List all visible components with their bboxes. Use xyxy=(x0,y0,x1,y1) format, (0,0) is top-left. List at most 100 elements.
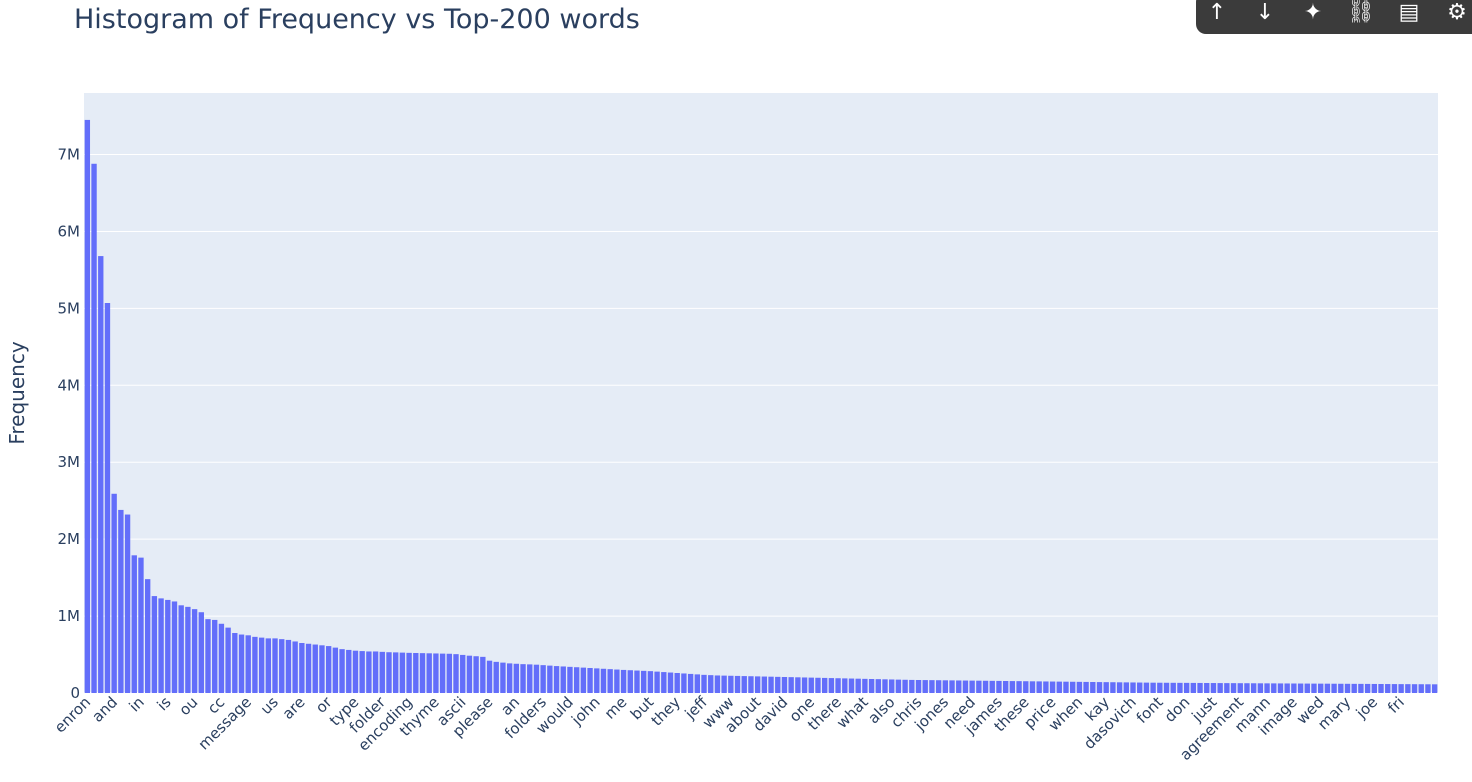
bar[interactable] xyxy=(882,679,888,693)
bar[interactable] xyxy=(1297,683,1304,693)
bar[interactable] xyxy=(868,679,875,693)
bar[interactable] xyxy=(808,677,814,693)
bar[interactable] xyxy=(138,557,144,693)
bar[interactable] xyxy=(433,653,439,693)
bar[interactable] xyxy=(493,661,499,693)
bar[interactable] xyxy=(527,664,533,693)
bar[interactable] xyxy=(1210,683,1217,693)
bar[interactable] xyxy=(84,119,91,694)
gear-icon[interactable]: ⚙ xyxy=(1447,0,1467,25)
bar[interactable] xyxy=(533,664,540,693)
bar[interactable] xyxy=(1391,684,1398,693)
bar[interactable] xyxy=(701,674,707,693)
bar[interactable] xyxy=(1076,681,1083,693)
bar[interactable] xyxy=(1271,683,1277,693)
bar[interactable] xyxy=(1318,683,1324,693)
bar[interactable] xyxy=(332,647,339,693)
bar[interactable] xyxy=(118,509,124,693)
bar[interactable] xyxy=(1385,684,1391,693)
bar[interactable] xyxy=(1130,682,1136,693)
bar[interactable] xyxy=(654,671,660,693)
bar[interactable] xyxy=(1177,682,1183,693)
bar[interactable] xyxy=(788,677,794,693)
bar[interactable] xyxy=(935,680,942,693)
bar[interactable] xyxy=(232,633,238,693)
bar[interactable] xyxy=(1364,683,1371,693)
bar[interactable] xyxy=(185,606,191,693)
bar[interactable] xyxy=(734,675,741,693)
bar[interactable] xyxy=(1425,684,1431,693)
bar[interactable] xyxy=(1190,682,1197,693)
bar[interactable] xyxy=(1331,683,1337,693)
bar[interactable] xyxy=(145,579,151,693)
bar[interactable] xyxy=(312,644,318,693)
bar[interactable] xyxy=(1351,683,1357,693)
bar[interactable] xyxy=(996,680,1002,693)
bar[interactable] xyxy=(922,680,928,693)
bar[interactable] xyxy=(386,652,392,693)
bar[interactable] xyxy=(1009,681,1016,693)
bar[interactable] xyxy=(171,601,178,693)
bar[interactable] xyxy=(104,303,111,693)
bar[interactable] xyxy=(842,678,848,693)
bar[interactable] xyxy=(915,680,922,693)
bar[interactable] xyxy=(614,669,620,693)
bar[interactable] xyxy=(1431,684,1438,693)
bar[interactable] xyxy=(325,646,332,693)
bar[interactable] xyxy=(607,669,613,693)
bar[interactable] xyxy=(1244,683,1250,693)
bar[interactable] xyxy=(641,670,647,693)
bar[interactable] xyxy=(506,663,513,693)
bar[interactable] xyxy=(1418,684,1424,693)
bar[interactable] xyxy=(393,652,399,693)
bar[interactable] xyxy=(560,666,566,693)
bar[interactable] xyxy=(299,643,305,693)
bar[interactable] xyxy=(1170,682,1176,693)
bar[interactable] xyxy=(1217,683,1223,693)
bar[interactable] xyxy=(285,639,292,693)
bar[interactable] xyxy=(962,680,969,693)
bar[interactable] xyxy=(708,675,714,693)
bar[interactable] xyxy=(1304,683,1310,693)
bar[interactable] xyxy=(1277,683,1284,693)
bar[interactable] xyxy=(359,651,365,693)
bar[interactable] xyxy=(600,668,607,693)
bar[interactable] xyxy=(1237,683,1243,693)
bar[interactable] xyxy=(909,679,915,693)
bar[interactable] xyxy=(225,627,231,693)
bar[interactable] xyxy=(1224,683,1230,693)
bar[interactable] xyxy=(453,654,459,693)
bar[interactable] xyxy=(272,638,278,693)
bar[interactable] xyxy=(553,666,560,693)
bar[interactable] xyxy=(855,678,861,693)
bar[interactable] xyxy=(1083,681,1089,693)
bar[interactable] xyxy=(1197,682,1203,693)
bar[interactable] xyxy=(305,643,312,693)
bar[interactable] xyxy=(1311,683,1317,693)
bar[interactable] xyxy=(594,668,600,693)
bar[interactable] xyxy=(513,663,520,693)
bar[interactable] xyxy=(520,664,526,693)
bar[interactable] xyxy=(647,671,654,693)
bar[interactable] xyxy=(1110,682,1116,693)
bar[interactable] xyxy=(728,675,734,693)
bar[interactable] xyxy=(1049,681,1056,693)
bar[interactable] xyxy=(1358,683,1364,693)
bar[interactable] xyxy=(1116,682,1123,693)
bar[interactable] xyxy=(165,599,171,693)
bar[interactable] xyxy=(98,256,104,693)
bar[interactable] xyxy=(238,634,245,693)
bar[interactable] xyxy=(781,677,788,693)
bar[interactable] xyxy=(1405,684,1411,693)
bar[interactable] xyxy=(245,635,251,693)
bar[interactable] xyxy=(1023,681,1029,693)
comment-icon[interactable]: ▤ xyxy=(1398,0,1420,25)
bar[interactable] xyxy=(976,680,982,693)
bar[interactable] xyxy=(158,598,164,693)
bar[interactable] xyxy=(218,623,225,693)
bar[interactable] xyxy=(111,493,117,693)
bar[interactable] xyxy=(741,676,747,693)
bar[interactable] xyxy=(1029,681,1036,693)
bar[interactable] xyxy=(969,680,975,693)
bar[interactable] xyxy=(1163,682,1170,693)
